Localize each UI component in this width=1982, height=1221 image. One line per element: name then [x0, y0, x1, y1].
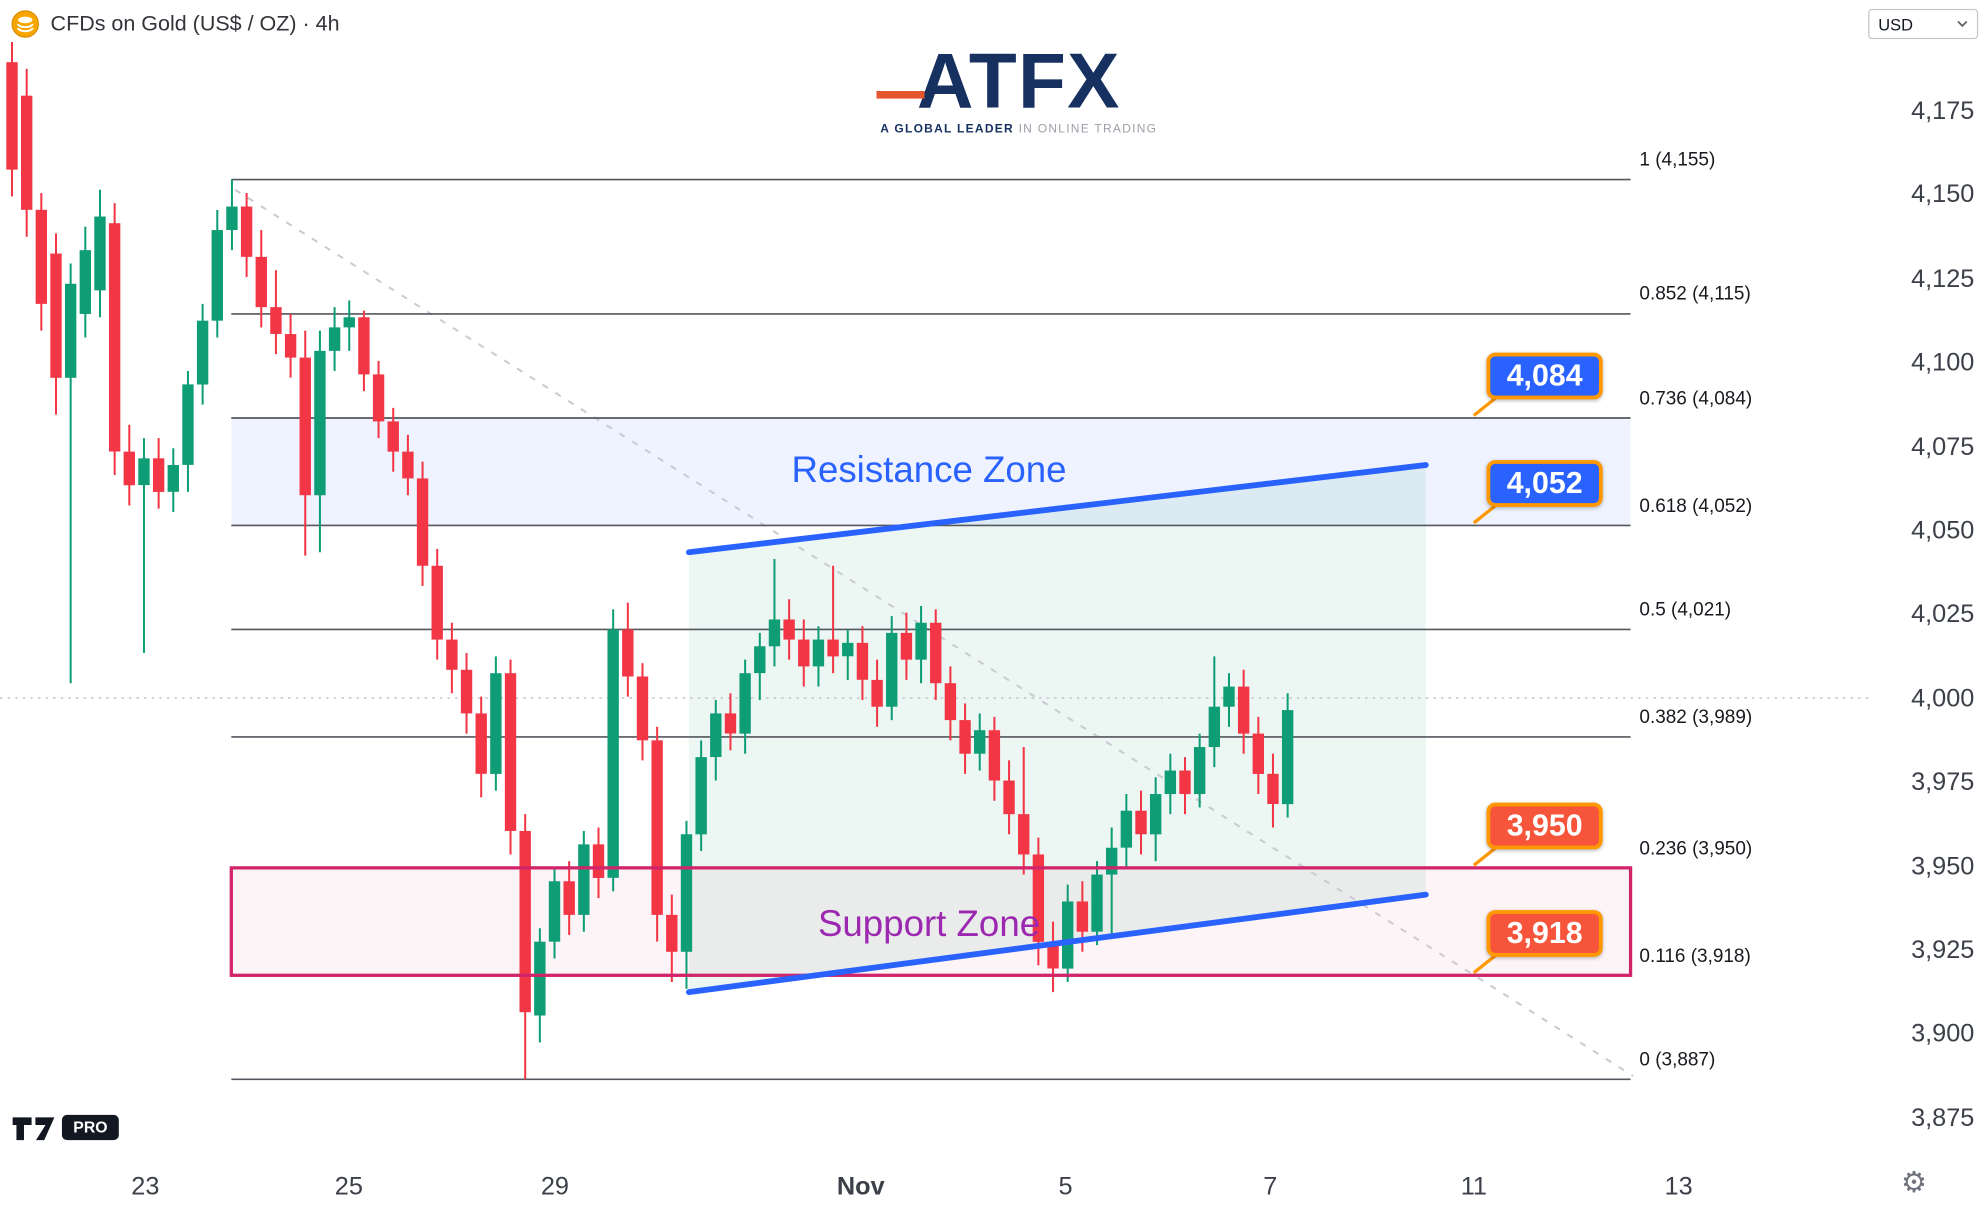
trendline-lower[interactable]: [685, 891, 1429, 996]
chevron-down-icon: [1957, 20, 1968, 28]
trendline-upper[interactable]: [685, 462, 1429, 556]
fib-trend-guide-line: [234, 188, 1634, 1077]
candlestick-series: [6, 41, 1294, 1080]
pro-badge[interactable]: PRO: [61, 1114, 119, 1141]
atfx-logo-word: ATFX: [876, 42, 1157, 121]
callout-connector: [1472, 843, 1501, 867]
tagline-strong: A GLOBAL LEADER: [880, 122, 1014, 137]
atfx-logo-crossbar: [876, 91, 925, 99]
tradingview-mark-icon: [10, 1111, 56, 1144]
symbol-title: CFDs on Gold (US$ / OZ) · 4h: [50, 11, 340, 36]
atfx-logo: ATFX A GLOBAL LEADER IN ONLINE TRADING: [876, 42, 1157, 137]
currency-value: USD: [1878, 14, 1914, 34]
gold-coin-icon: [11, 10, 40, 38]
support-zone-border[interactable]: [229, 866, 1633, 977]
resistance-zone-band[interactable]: [231, 418, 1631, 526]
tagline-light: IN ONLINE TRADING: [1013, 122, 1158, 137]
callout-connector: [1472, 393, 1501, 417]
settings-gear-icon[interactable]: ⚙: [1901, 1165, 1928, 1199]
channel-fill: [688, 465, 1426, 993]
currency-selector[interactable]: USD: [1868, 8, 1979, 40]
atfx-logo-tagline: A GLOBAL LEADER IN ONLINE TRADING: [880, 123, 1157, 137]
symbol-ticker[interactable]: CFDs on Gold (US$ / OZ) · 4h: [11, 10, 340, 38]
tradingview-logo[interactable]: PRO: [10, 1111, 119, 1144]
